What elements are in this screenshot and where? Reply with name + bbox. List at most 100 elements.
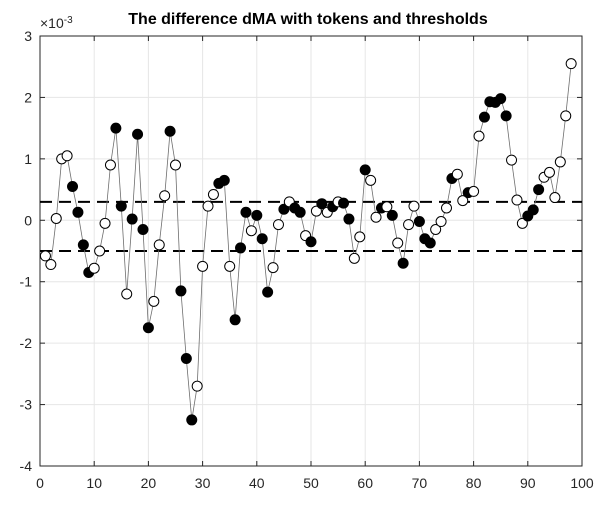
ticks bbox=[39, 35, 583, 467]
series-markers bbox=[39, 58, 577, 426]
x-tick-label: 60 bbox=[357, 475, 373, 491]
token-point bbox=[305, 236, 317, 248]
token-point bbox=[413, 216, 425, 228]
token-point bbox=[278, 203, 290, 215]
data-point bbox=[354, 231, 366, 243]
data-point bbox=[50, 212, 62, 224]
data-point bbox=[457, 195, 469, 207]
data-point bbox=[516, 217, 528, 229]
data-point bbox=[153, 239, 165, 251]
y-tick-label: 1 bbox=[24, 151, 32, 167]
token-point bbox=[256, 233, 268, 245]
data-point bbox=[408, 200, 420, 212]
data-point bbox=[94, 245, 106, 257]
token-point bbox=[115, 200, 127, 212]
y-exponent-base: ×10 bbox=[40, 15, 64, 31]
data-point bbox=[310, 205, 322, 217]
data-point bbox=[392, 237, 404, 249]
x-tick-label: 50 bbox=[303, 475, 319, 491]
data-point bbox=[45, 259, 57, 271]
token-point bbox=[338, 197, 350, 209]
token-point bbox=[235, 242, 247, 254]
x-tick-label: 30 bbox=[195, 475, 211, 491]
x-tick-labels: 0 10 20 30 40 50 60 70 80 90 100 bbox=[36, 475, 594, 491]
data-point bbox=[148, 295, 160, 307]
data-point bbox=[159, 190, 171, 202]
data-point bbox=[549, 192, 561, 204]
token-point bbox=[386, 209, 398, 221]
data-point bbox=[441, 202, 452, 214]
token-point bbox=[424, 237, 436, 249]
data-point bbox=[272, 219, 284, 231]
data-point bbox=[267, 262, 279, 274]
token-point bbox=[142, 322, 154, 334]
token-point bbox=[229, 314, 241, 326]
token-point bbox=[495, 93, 507, 105]
data-point bbox=[99, 217, 111, 229]
data-point bbox=[473, 130, 485, 142]
token-point bbox=[164, 125, 176, 137]
threshold-lines bbox=[40, 200, 582, 252]
token-point bbox=[251, 209, 263, 221]
token-point bbox=[533, 184, 545, 196]
chart-title: The difference dMA with tokens and thres… bbox=[128, 11, 488, 28]
data-point bbox=[430, 224, 442, 235]
x-tick-label: 80 bbox=[466, 475, 482, 491]
x-tick-label: 20 bbox=[141, 475, 157, 491]
token-point bbox=[262, 286, 274, 298]
x-tick-label: 0 bbox=[36, 475, 44, 491]
token-point bbox=[175, 285, 187, 297]
data-point bbox=[381, 201, 393, 213]
token-point bbox=[110, 122, 122, 134]
token-point bbox=[67, 181, 79, 192]
data-point bbox=[191, 380, 203, 392]
x-tick-label: 70 bbox=[412, 475, 428, 491]
y-tick-label: -2 bbox=[20, 335, 33, 351]
token-point bbox=[316, 198, 328, 210]
data-point bbox=[511, 194, 523, 206]
y-tick-label: -3 bbox=[20, 397, 33, 413]
data-point bbox=[197, 260, 209, 272]
x-tick-label: 40 bbox=[249, 475, 265, 491]
data-point bbox=[170, 159, 181, 171]
data-point bbox=[435, 216, 447, 228]
x-tick-label: 100 bbox=[570, 475, 594, 491]
token-point bbox=[478, 111, 490, 123]
data-point bbox=[403, 219, 415, 231]
token-point bbox=[343, 213, 355, 225]
data-point bbox=[451, 168, 463, 180]
token-point bbox=[240, 206, 252, 218]
data-point bbox=[224, 260, 236, 272]
y-tick-labels: -4 -3 -2 -1 0 1 2 3 bbox=[20, 28, 33, 474]
token-point bbox=[397, 257, 409, 269]
data-point bbox=[245, 225, 257, 237]
y-exponent-label: ×10-3 bbox=[40, 15, 73, 31]
token-point bbox=[77, 239, 89, 251]
token-point bbox=[186, 414, 198, 426]
token-point bbox=[180, 353, 192, 364]
y-tick-label: 3 bbox=[24, 28, 32, 44]
token-point bbox=[137, 224, 149, 235]
data-point bbox=[88, 262, 100, 274]
data-point bbox=[365, 174, 377, 186]
data-point bbox=[560, 110, 572, 122]
x-tick-label: 10 bbox=[86, 475, 102, 491]
data-point bbox=[506, 154, 518, 166]
y-tick-label: 0 bbox=[24, 212, 32, 228]
y-tick-label: -4 bbox=[20, 458, 33, 474]
data-point bbox=[104, 159, 116, 171]
y-tick-label: -1 bbox=[20, 274, 33, 290]
data-point bbox=[468, 185, 480, 197]
token-point bbox=[294, 206, 306, 218]
token-point bbox=[218, 174, 230, 186]
token-point bbox=[132, 128, 144, 140]
y-tick-label: 2 bbox=[24, 89, 32, 105]
y-exponent-power: -3 bbox=[64, 15, 73, 26]
data-point bbox=[61, 150, 73, 162]
data-point bbox=[370, 211, 382, 223]
data-point bbox=[202, 200, 214, 212]
data-point bbox=[565, 58, 577, 70]
token-point bbox=[72, 206, 84, 218]
